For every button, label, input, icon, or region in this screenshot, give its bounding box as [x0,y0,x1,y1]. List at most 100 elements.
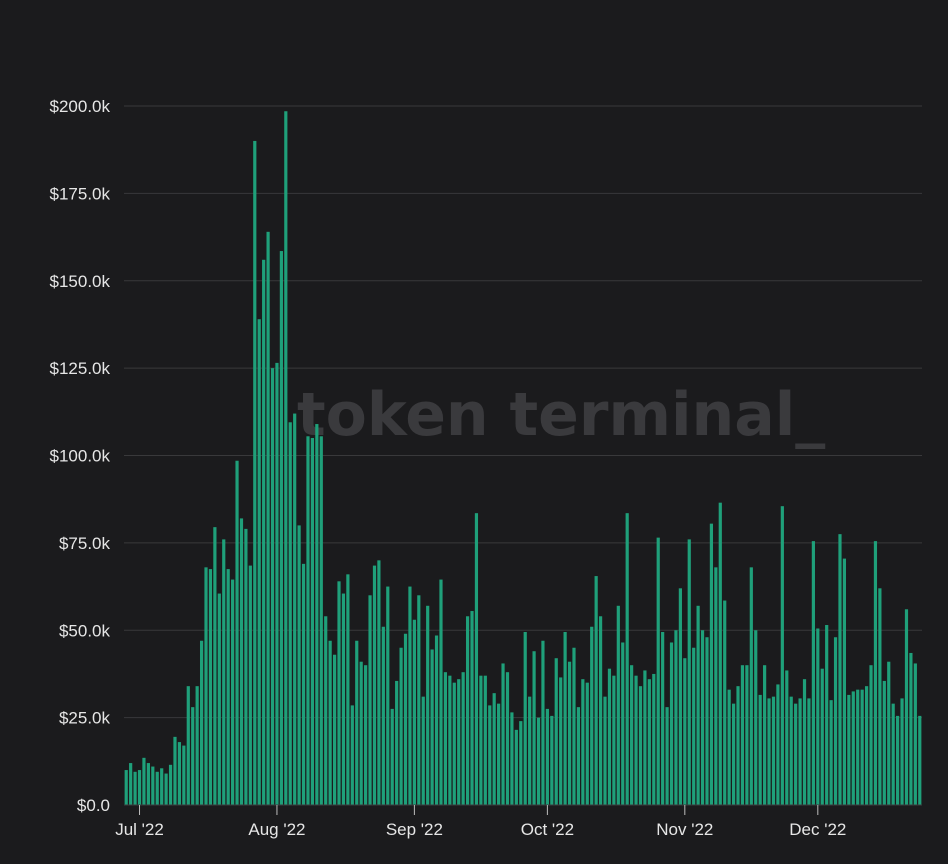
bar [483,675,487,805]
bar [603,696,607,805]
x-tick-label: Dec '22 [789,820,846,839]
bar [319,436,323,805]
bar [519,721,523,805]
bar [461,672,465,805]
bar [244,528,248,805]
bar [253,140,257,805]
bar [802,679,807,805]
bar [248,565,252,805]
bar [616,605,620,805]
bar [186,686,190,805]
bar [497,703,501,805]
y-tick-label: $200.0k [50,97,111,116]
bar [598,616,603,805]
bar [505,672,510,805]
bar [368,595,372,805]
y-tick-label: $175.0k [50,184,111,203]
bar [536,717,541,806]
bar [532,651,536,805]
bar [745,665,749,805]
bar [798,698,802,805]
bar [847,694,851,805]
bar [372,565,377,805]
bar [656,537,660,805]
y-tick-label: $125.0k [50,359,111,378]
bar [510,712,514,805]
bar [151,766,155,805]
bar [643,670,647,805]
bar [891,703,895,805]
bar [523,632,527,805]
bar [381,626,385,805]
bar [177,742,182,805]
bar [607,668,612,805]
bar [129,763,133,805]
bar [541,640,545,805]
y-tick-label: $50.0k [59,621,111,640]
bar [581,679,585,805]
y-tick-label: $25.0k [59,709,111,728]
bar [301,563,306,805]
bar [816,628,820,805]
bar [731,703,736,805]
bar [426,605,430,805]
bar [386,586,390,805]
bar [576,707,581,805]
bar [612,675,616,805]
bar [904,609,909,805]
bar [324,616,328,805]
bar [288,422,292,805]
bar [173,736,177,805]
bar [479,675,483,805]
bar [882,680,886,805]
bar [652,673,656,805]
bar [350,705,354,805]
bar [284,111,288,806]
bar [669,642,674,805]
bar [625,513,629,805]
bar [137,770,142,805]
bar [683,658,687,805]
bar [771,696,776,805]
bar [191,707,195,805]
bar [133,771,137,805]
bar [780,506,784,805]
bar [674,630,678,805]
bar [403,633,408,805]
bar [448,675,452,805]
bar [864,686,869,805]
bar [754,630,758,805]
bar [585,682,589,805]
watermark-logo: token terminal_ [297,380,825,450]
bar [705,637,709,805]
bar [630,665,634,805]
bar [315,424,319,805]
y-tick-label: $0.0 [77,796,110,815]
bar [638,686,643,805]
bar [208,569,213,805]
bar [909,652,913,805]
bar [842,558,847,805]
bar [621,642,625,805]
bar [696,605,700,805]
bar [399,647,403,805]
bar [718,502,722,805]
bar [337,581,341,805]
bar [160,768,164,805]
bar [692,647,696,805]
bar [222,539,226,805]
x-axis-labels: Jul '22 Aug '22 Sep '22 Oct '22 Nov '22 Dec '… [115,805,846,839]
bar [213,527,217,805]
bar [661,632,665,805]
y-tick-label: $75.0k [59,534,111,553]
bar [887,661,891,805]
bar [687,539,691,805]
bar [807,698,811,805]
bar [270,368,275,806]
bar [896,715,900,805]
bar [767,698,771,805]
bar [412,619,416,805]
bar [554,658,558,805]
bar [776,684,780,805]
bar [545,708,549,805]
